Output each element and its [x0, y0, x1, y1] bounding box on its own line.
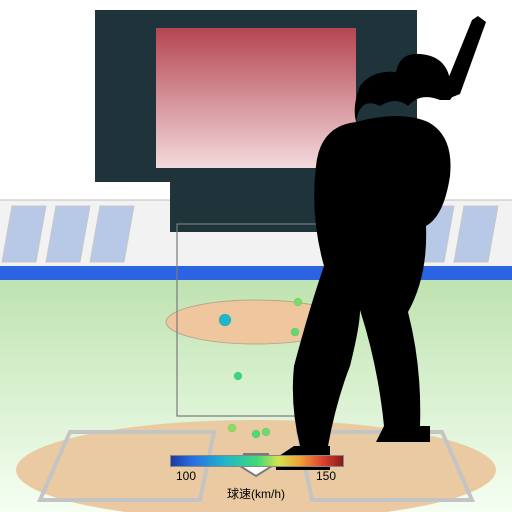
pitch-point — [234, 372, 242, 380]
pitch-point — [291, 328, 299, 336]
pitch-point — [262, 428, 270, 436]
chart-svg — [0, 0, 512, 512]
colorbar-tick: 150 — [316, 469, 336, 483]
pitch-point — [294, 298, 302, 306]
pitch-point — [219, 314, 231, 326]
colorbar-legend: 100 150 球速(km/h) — [170, 455, 342, 502]
colorbar-gradient — [170, 455, 344, 467]
colorbar-ticks: 100 150 — [170, 469, 342, 483]
colorbar-tick: 100 — [176, 469, 196, 483]
pitch-point — [228, 424, 236, 432]
pitch-location-chart: { "canvas": { "width": 512, "height": 51… — [0, 0, 512, 512]
pitch-point — [252, 430, 260, 438]
colorbar-title: 球速(km/h) — [170, 485, 342, 502]
